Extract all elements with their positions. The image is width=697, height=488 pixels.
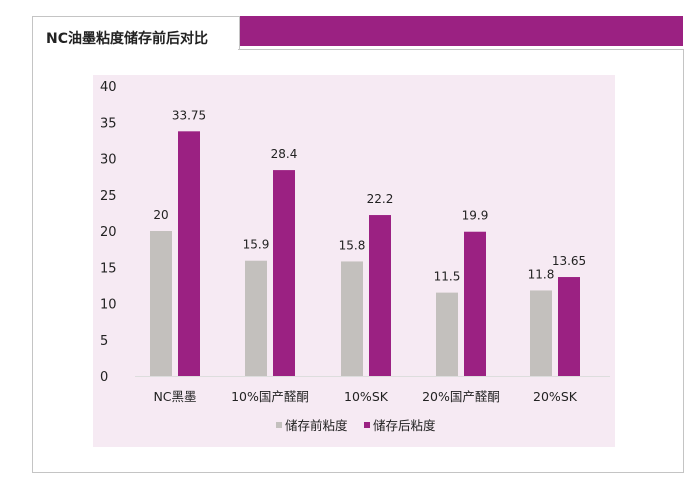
legend-label: 储存后粘度 bbox=[373, 418, 436, 433]
y-tick-label: 15 bbox=[100, 261, 117, 276]
bar-before bbox=[341, 261, 363, 376]
data-label: 11.5 bbox=[434, 270, 461, 284]
legend-label: 储存前粘度 bbox=[285, 418, 348, 433]
bar-after bbox=[558, 277, 580, 376]
data-label: 33.75 bbox=[172, 108, 206, 122]
data-label: 11.8 bbox=[528, 267, 555, 281]
x-tick-label: 20%SK bbox=[533, 389, 578, 404]
bar-before bbox=[245, 260, 267, 376]
data-label: 15.8 bbox=[339, 238, 366, 252]
data-label: 22.2 bbox=[367, 192, 394, 206]
legend-swatch bbox=[276, 422, 282, 428]
y-tick-label: 0 bbox=[100, 370, 108, 385]
y-tick-label: 20 bbox=[100, 225, 117, 240]
bar-before bbox=[530, 290, 552, 376]
bar-after bbox=[369, 215, 391, 376]
x-tick-label: 10%国产醛酮 bbox=[231, 389, 309, 404]
x-tick-label: 20%国产醛酮 bbox=[422, 389, 500, 404]
bar-before bbox=[150, 231, 172, 376]
divider bbox=[238, 49, 683, 50]
data-label: 13.65 bbox=[552, 254, 586, 268]
y-tick-label: 10 bbox=[100, 298, 117, 313]
y-tick-label: 25 bbox=[100, 189, 117, 204]
chart-frame bbox=[32, 49, 684, 473]
header-band bbox=[240, 16, 683, 46]
data-label: 19.9 bbox=[462, 209, 489, 223]
y-tick-label: 30 bbox=[100, 153, 117, 168]
bar-before bbox=[436, 292, 458, 376]
bar-after bbox=[273, 170, 295, 376]
x-tick-label: NC黑墨 bbox=[153, 389, 196, 404]
x-tick-label: 10%SK bbox=[344, 389, 389, 404]
bar-after bbox=[178, 131, 200, 376]
y-tick-label: 35 bbox=[100, 116, 117, 131]
data-label: 15.9 bbox=[243, 238, 270, 252]
bar-after bbox=[464, 231, 486, 376]
y-tick-label: 40 bbox=[100, 80, 117, 95]
data-label: 28.4 bbox=[271, 147, 298, 161]
data-label: 20 bbox=[153, 208, 168, 222]
y-tick-label: 5 bbox=[100, 334, 108, 349]
chart-title: NC油墨粘度储存前后对比 bbox=[46, 31, 208, 47]
legend-swatch bbox=[364, 422, 370, 428]
title-tab bbox=[32, 16, 240, 50]
